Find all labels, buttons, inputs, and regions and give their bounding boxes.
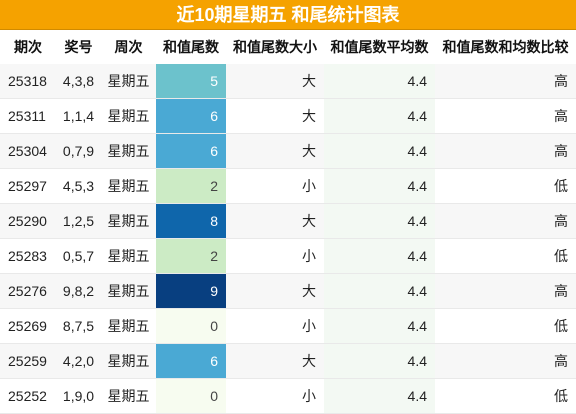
header-numbers: 奖号: [64, 39, 93, 55]
cell-compare: 低: [435, 238, 576, 274]
table-row: 25290 1,2,5 星期五 8 大 4.4 高: [0, 203, 576, 239]
cell-size: 小: [226, 168, 324, 204]
chart-title: 近10期星期五 和尾统计图表: [0, 0, 576, 30]
cell-period: 25283: [0, 238, 56, 274]
cell-avg: 4.4: [324, 273, 435, 309]
cell-avg: 4.4: [324, 343, 435, 379]
cell-period: 25259: [0, 343, 56, 379]
cell-weekday: 星期五: [101, 273, 156, 309]
cell-tail: 2: [156, 168, 226, 204]
cell-numbers: 9,8,2: [56, 273, 101, 309]
cell-numbers: 8,7,5: [56, 308, 101, 344]
cell-compare: 高: [435, 98, 576, 134]
cell-compare: 低: [435, 308, 576, 344]
cell-size: 小: [226, 238, 324, 274]
cell-tail: 5: [156, 64, 226, 99]
cell-weekday: 星期五: [101, 98, 156, 134]
cell-avg: 4.4: [324, 98, 435, 134]
header-period: 期次: [14, 39, 42, 55]
header-compare: 和值尾数和均数比较: [442, 39, 569, 55]
cell-avg: 4.4: [324, 168, 435, 204]
cell-numbers: 4,3,8: [56, 64, 101, 99]
cell-tail: 6: [156, 343, 226, 379]
header-weekday: 周次: [114, 39, 143, 55]
cell-compare: 低: [435, 378, 576, 414]
header-avg: 和值尾数平均数: [330, 39, 429, 55]
table-row: 25269 8,7,5 星期五 0 小 4.4 低: [0, 308, 576, 344]
cell-period: 25297: [0, 168, 56, 204]
cell-compare: 高: [435, 133, 576, 169]
cell-weekday: 星期五: [101, 308, 156, 344]
cell-tail: 0: [156, 308, 226, 344]
header-tail: 和值尾数: [163, 39, 219, 55]
cell-size: 大: [226, 133, 324, 169]
cell-compare: 高: [435, 203, 576, 239]
cell-weekday: 星期五: [101, 168, 156, 204]
cell-size: 小: [226, 308, 324, 344]
cell-weekday: 星期五: [101, 64, 156, 99]
cell-size: 大: [226, 98, 324, 134]
cell-avg: 4.4: [324, 64, 435, 99]
table-row: 25304 0,7,9 星期五 6 大 4.4 高: [0, 133, 576, 169]
cell-size: 大: [226, 203, 324, 239]
cell-numbers: 4,5,3: [56, 168, 101, 204]
table-row: 25283 0,5,7 星期五 2 小 4.4 低: [0, 238, 576, 274]
table-row: 25297 4,5,3 星期五 2 小 4.4 低: [0, 168, 576, 204]
cell-avg: 4.4: [324, 238, 435, 274]
cell-period: 25311: [0, 98, 56, 134]
cell-weekday: 星期五: [101, 378, 156, 414]
table-row: 25276 9,8,2 星期五 9 大 4.4 高: [0, 273, 576, 309]
cell-numbers: 1,2,5: [56, 203, 101, 239]
table-row: 25318 4,3,8 星期五 5 大 4.4 高: [0, 64, 576, 99]
cell-tail: 6: [156, 98, 226, 134]
header-row: 期次 奖号 周次 和值尾数 和值尾数大小 和值尾数平均数 和值尾数和均数比较: [0, 30, 576, 64]
cell-numbers: 0,5,7: [56, 238, 101, 274]
cell-size: 大: [226, 273, 324, 309]
cell-avg: 4.4: [324, 308, 435, 344]
cell-numbers: 1,9,0: [56, 378, 101, 414]
cell-weekday: 星期五: [101, 238, 156, 274]
stats-table: 期次 奖号 周次 和值尾数 和值尾数大小 和值尾数平均数 和值尾数和均数比较 2…: [0, 30, 576, 414]
cell-avg: 4.4: [324, 203, 435, 239]
table-row: 25259 4,2,0 星期五 6 大 4.4 高: [0, 343, 576, 379]
cell-period: 25276: [0, 273, 56, 309]
cell-period: 25290: [0, 203, 56, 239]
cell-tail: 9: [156, 273, 226, 309]
cell-numbers: 0,7,9: [56, 133, 101, 169]
cell-period: 25304: [0, 133, 56, 169]
cell-weekday: 星期五: [101, 203, 156, 239]
cell-compare: 高: [435, 343, 576, 379]
table-row: 25311 1,1,4 星期五 6 大 4.4 高: [0, 98, 576, 134]
cell-avg: 4.4: [324, 133, 435, 169]
cell-tail: 8: [156, 203, 226, 239]
cell-size: 小: [226, 378, 324, 414]
cell-size: 大: [226, 343, 324, 379]
cell-compare: 高: [435, 64, 576, 99]
cell-compare: 低: [435, 168, 576, 204]
cell-period: 25318: [0, 64, 56, 99]
table-row: 25252 1,9,0 星期五 0 小 4.4 低: [0, 378, 576, 414]
cell-numbers: 4,2,0: [56, 343, 101, 379]
cell-tail: 2: [156, 238, 226, 274]
cell-compare: 高: [435, 273, 576, 309]
cell-period: 25269: [0, 308, 56, 344]
cell-tail: 0: [156, 378, 226, 414]
cell-period: 25252: [0, 378, 56, 414]
header-size: 和值尾数大小: [233, 39, 317, 55]
cell-numbers: 1,1,4: [56, 98, 101, 134]
cell-weekday: 星期五: [101, 343, 156, 379]
cell-avg: 4.4: [324, 378, 435, 414]
cell-size: 大: [226, 64, 324, 99]
cell-weekday: 星期五: [101, 133, 156, 169]
cell-tail: 6: [156, 133, 226, 169]
